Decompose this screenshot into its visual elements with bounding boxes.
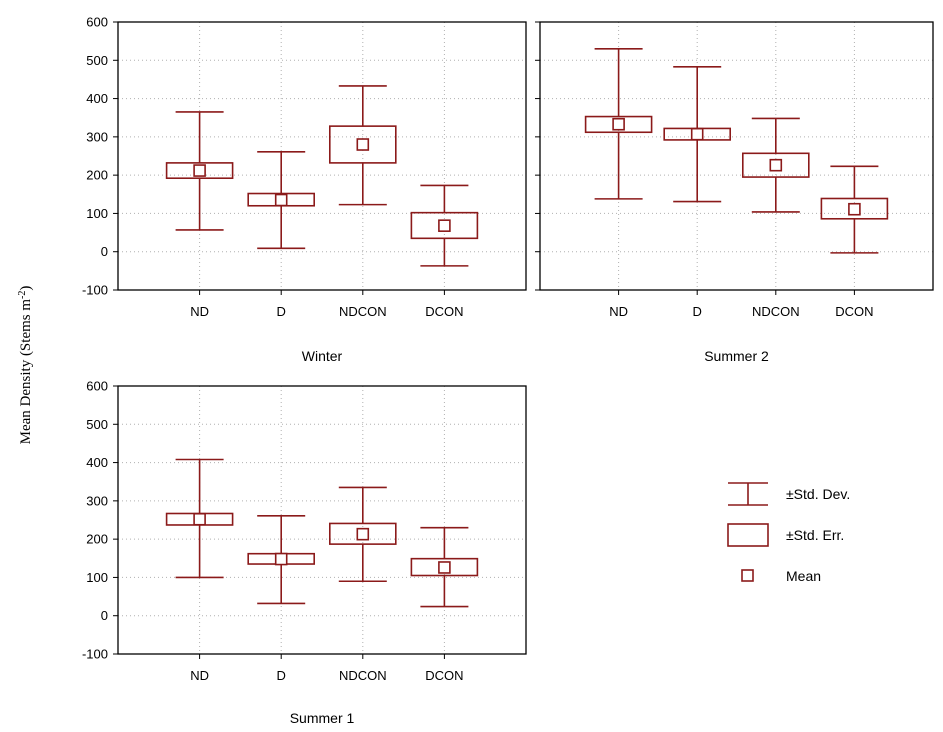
- mean-marker: [356, 138, 370, 151]
- x-tick-label: D: [277, 668, 286, 683]
- plot-frame: [117, 385, 527, 655]
- box-dcon: [820, 165, 889, 254]
- mean-marker: [438, 561, 451, 574]
- mean-marker: [193, 164, 206, 177]
- legend: ±Std. Dev. ±Std. Err. Mean: [727, 482, 850, 584]
- y-axis-label: Mean Density (Stems m-2): [17, 286, 34, 445]
- plot-frame: [117, 21, 527, 291]
- x-tick-label: ND: [190, 668, 209, 683]
- legend-std-dev-label: ±Std. Dev.: [786, 486, 850, 502]
- mean-marker: [690, 127, 704, 141]
- box-d: [247, 150, 315, 250]
- y-tick-label: 0: [101, 244, 108, 259]
- y-tick-label: 400: [86, 91, 108, 106]
- x-tick-label: DCON: [425, 668, 463, 683]
- x-tick-label: D: [693, 304, 702, 319]
- y-tick-label: 400: [86, 455, 108, 470]
- y-tick-label: 0: [101, 608, 108, 623]
- panel-title: Summer 2: [704, 348, 769, 364]
- std-err-box: [410, 211, 479, 240]
- legend-mean-symbol: [741, 569, 754, 582]
- y-tick-label: 500: [86, 417, 108, 432]
- legend-std-err-label: ±Std. Err.: [786, 527, 844, 543]
- mean-marker: [356, 527, 370, 541]
- box-dcon: [410, 184, 479, 267]
- box-nd: [584, 47, 653, 200]
- box-ndcon: [328, 486, 397, 583]
- box-nd: [165, 458, 234, 579]
- mean-marker: [769, 158, 783, 172]
- y-tick-label: 300: [86, 493, 108, 508]
- mean-marker: [612, 117, 625, 131]
- x-tick-label: DCON: [835, 304, 873, 319]
- legend-std-dev-symbol: [728, 482, 768, 506]
- panel-title: Summer 1: [290, 710, 355, 726]
- x-tick-label: ND: [190, 304, 209, 319]
- y-tick-label: 200: [86, 532, 108, 547]
- y-tick-label: -100: [82, 283, 108, 298]
- panels: -100 0 100 200 300 400 500 600 ND D NDCON DCON Winte…: [82, 15, 934, 726]
- mean-marker: [274, 552, 288, 566]
- y-tick-label: 100: [86, 206, 108, 221]
- panel-winter: -100 0 100 200 300 400 500 600 ND D NDCON DCON Winte…: [82, 15, 527, 364]
- std-err-box: [820, 197, 889, 220]
- y-tick-label: 500: [86, 53, 108, 68]
- legend-std-err-symbol: [727, 523, 769, 547]
- box-nd: [165, 111, 234, 231]
- x-tick-label: NDCON: [339, 668, 387, 683]
- panel-title: Winter: [302, 348, 343, 364]
- y-tick-label: -100: [82, 647, 108, 662]
- y-tick-label: 300: [86, 129, 108, 144]
- mean-marker: [193, 512, 206, 526]
- y-tick-label: 600: [86, 15, 108, 30]
- y-tick-label: 200: [86, 168, 108, 183]
- y-tick-label: 100: [86, 570, 108, 585]
- mean-marker: [438, 219, 451, 232]
- plot-frame: [539, 21, 934, 291]
- std-err-box: [328, 522, 397, 545]
- x-tick-label: NDCON: [339, 304, 387, 319]
- box-dcon: [410, 526, 479, 608]
- std-err-box: [328, 125, 397, 164]
- y-tick-label: 600: [86, 379, 108, 394]
- box-ndcon: [741, 117, 810, 213]
- mean-marker: [274, 193, 288, 207]
- std-err-box: [741, 152, 810, 178]
- mean-marker: [848, 202, 861, 216]
- box-ndcon: [328, 85, 397, 206]
- std-err-box: [165, 162, 234, 180]
- std-err-box: [584, 115, 653, 134]
- box-d: [663, 65, 732, 203]
- legend-mean-label: Mean: [786, 568, 821, 584]
- x-tick-label: DCON: [425, 304, 463, 319]
- panel-summer-2: ND D NDCON DCON Summer 2: [535, 21, 934, 364]
- panel-summer-1: -100 0 100 200 300 400 500 600 ND D NDCON DCON Summe…: [82, 379, 527, 726]
- x-tick-label: ND: [609, 304, 628, 319]
- x-tick-label: NDCON: [752, 304, 800, 319]
- x-tick-label: D: [277, 304, 286, 319]
- std-err-box: [410, 557, 479, 577]
- box-d: [247, 514, 315, 605]
